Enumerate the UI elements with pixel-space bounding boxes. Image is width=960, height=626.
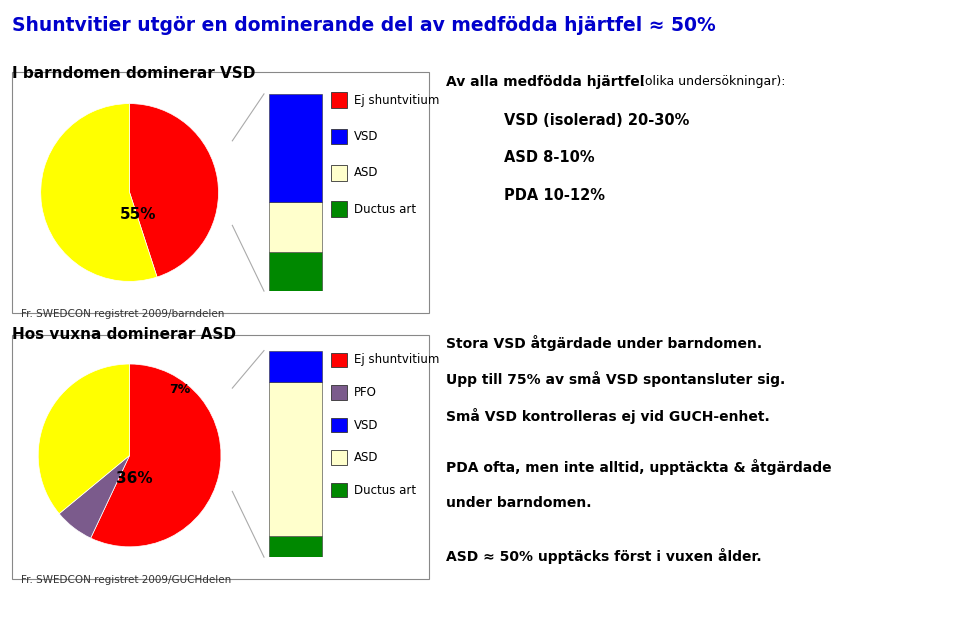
Text: Ductus art: Ductus art	[354, 203, 417, 215]
Text: Små VSD kontrolleras ej vid GUCH-enhet.: Små VSD kontrolleras ej vid GUCH-enhet.	[446, 408, 770, 424]
Text: (olika undersökningar):: (olika undersökningar):	[636, 75, 786, 88]
Text: VSD: VSD	[354, 130, 379, 143]
Wedge shape	[90, 364, 221, 547]
Text: ASD: ASD	[354, 167, 379, 179]
Bar	[269, 202, 322, 252]
Text: Ductus art: Ductus art	[354, 484, 417, 496]
Wedge shape	[40, 103, 157, 281]
Text: PFO: PFO	[354, 386, 377, 399]
Wedge shape	[60, 456, 130, 538]
Text: 7%: 7%	[169, 383, 190, 396]
Text: Av alla medfödda hjärtfel: Av alla medfödda hjärtfel	[446, 75, 645, 89]
Text: VSD (isolerad) 20-30%: VSD (isolerad) 20-30%	[504, 113, 689, 128]
Text: Hos vuxna dominerar ASD: Hos vuxna dominerar ASD	[12, 327, 235, 342]
Bar	[269, 94, 322, 202]
Text: Ej shuntvitium: Ej shuntvitium	[354, 354, 440, 366]
Text: under barndomen.: under barndomen.	[446, 496, 592, 510]
Text: Fr. SWEDCON registret 2009/GUCHdelen: Fr. SWEDCON registret 2009/GUCHdelen	[21, 575, 231, 585]
Bar	[269, 536, 322, 557]
Text: PDA 10-12%: PDA 10-12%	[504, 188, 605, 203]
Bar	[269, 252, 322, 291]
Bar	[269, 351, 322, 382]
Wedge shape	[130, 103, 219, 277]
Text: Ej shuntvitium: Ej shuntvitium	[354, 94, 440, 106]
Text: 55%: 55%	[120, 207, 156, 222]
Text: ASD 8-10%: ASD 8-10%	[504, 150, 594, 165]
Text: I barndomen dominerar VSD: I barndomen dominerar VSD	[12, 66, 255, 81]
Bar	[269, 381, 322, 536]
Text: Shuntvitier utgör en dominerande del av medfödda hjärtfel ≈ 50%: Shuntvitier utgör en dominerande del av …	[12, 16, 715, 34]
Wedge shape	[38, 364, 130, 514]
Text: PDA ofta, men inte alltid, upptäckta & åtgärdade: PDA ofta, men inte alltid, upptäckta & å…	[446, 459, 832, 476]
Text: 36%: 36%	[116, 471, 153, 486]
Text: VSD: VSD	[354, 419, 379, 431]
Text: Upp till 75% av små VSD spontansluter sig.: Upp till 75% av små VSD spontansluter si…	[446, 371, 785, 387]
Text: Fr. SWEDCON registret 2009/barndelen: Fr. SWEDCON registret 2009/barndelen	[21, 309, 225, 319]
Text: ASD ≈ 50% upptäcks först i vuxen ålder.: ASD ≈ 50% upptäcks först i vuxen ålder.	[446, 548, 762, 564]
Text: Stora VSD åtgärdade under barndomen.: Stora VSD åtgärdade under barndomen.	[446, 335, 762, 351]
Text: ASD: ASD	[354, 451, 379, 464]
